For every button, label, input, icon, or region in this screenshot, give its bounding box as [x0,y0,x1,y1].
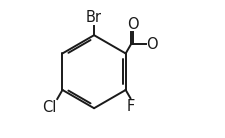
Text: Br: Br [86,10,102,25]
Text: O: O [126,17,138,32]
Text: F: F [126,99,134,114]
Text: O: O [146,37,157,52]
Text: Cl: Cl [42,100,56,115]
